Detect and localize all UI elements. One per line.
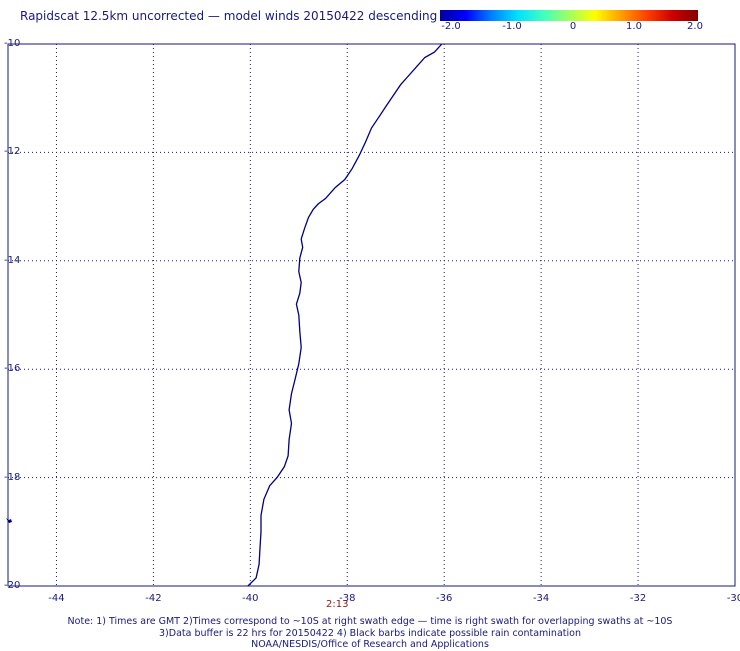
- footnotes: Note: 1) Times are GMT 2)Times correspon…: [0, 616, 740, 651]
- latitude-label: -10: [4, 38, 21, 49]
- longitude-label: -44: [48, 593, 65, 604]
- note-line-2: 3)Data buffer is 22 hrs for 20150422 4) …: [159, 627, 581, 639]
- longitude-label: -30: [726, 593, 740, 604]
- longitude-label: -40: [242, 593, 259, 604]
- wind-difference-map: [6, 43, 736, 587]
- latitude-label: -14: [4, 254, 21, 266]
- map-frame: [7, 43, 736, 587]
- credit-line: NOAA/NESDIS/Office of Research and Appli…: [251, 639, 489, 650]
- colorbar-tick-label: -2.0: [441, 21, 461, 32]
- latitude-label: -20: [4, 580, 21, 591]
- colorbar-gradient: [440, 10, 698, 21]
- coastline: [247, 43, 443, 587]
- latitude-label: -16: [4, 363, 21, 375]
- longitude-label: -34: [532, 593, 550, 604]
- longitude-label: -38: [339, 593, 356, 604]
- colorbar-tick-label: 0: [569, 21, 577, 32]
- longitude-label: -36: [436, 593, 453, 604]
- note-line-1: Note: 1) Times are GMT 2)Times correspon…: [67, 616, 673, 627]
- colorbar: [440, 10, 698, 21]
- latitude-label: -18: [4, 471, 21, 483]
- longitude-label: -32: [629, 593, 647, 604]
- swath-time-label: 2:13: [326, 599, 349, 610]
- longitude-label: -42: [145, 593, 162, 604]
- colorbar-tick-label: -1.0: [502, 21, 522, 32]
- colorbar-tick-label: 1.0: [626, 21, 642, 32]
- map-title: Rapidscat 12.5km uncorrected — model win…: [20, 9, 438, 23]
- island-marker: [6, 518, 12, 523]
- latitude-label: -12: [4, 146, 21, 158]
- colorbar-tick-label: 2.0: [687, 21, 703, 32]
